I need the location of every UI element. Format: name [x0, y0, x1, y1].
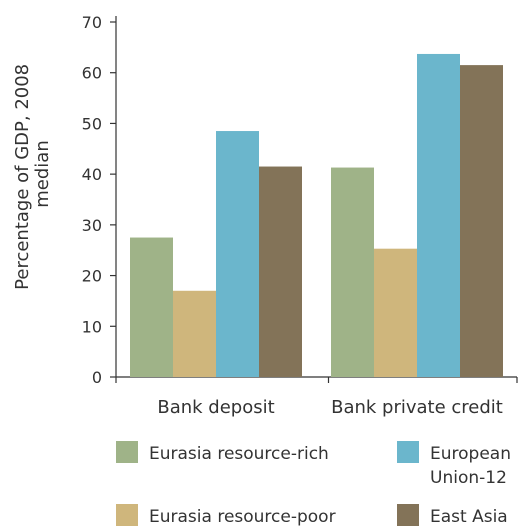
y-tick-label: 30: [82, 216, 102, 235]
legend-label: Eurasia resource-rich: [149, 444, 329, 464]
legend: Eurasia resource-rich Eurasia resource-po…: [116, 441, 511, 527]
bar-european-union-12-bank-deposit: [216, 131, 259, 377]
bar-european-union-12-bank-private-credit: [417, 53, 460, 377]
legend-swatch: [397, 504, 419, 526]
category-label: Bank private credit: [331, 397, 503, 418]
legend-label-line: European: [430, 444, 511, 464]
legend-swatch: [397, 441, 419, 463]
category-labels: Bank deposit Bank private credit: [157, 397, 503, 418]
bars: [130, 53, 503, 377]
legend-swatch: [116, 441, 138, 463]
y-tick-label: 0: [92, 368, 102, 387]
bar-eurasia-resource-rich-bank-deposit: [130, 237, 173, 377]
legend-label: European Union-12: [430, 444, 511, 488]
y-axis-title: Percentage of GDP, 2008 median: [12, 58, 53, 290]
legend-label: East Asia: [430, 507, 508, 527]
y-tick-label: 10: [82, 317, 102, 336]
bar-eurasia-resource-poor-bank-deposit: [173, 290, 216, 377]
bar-east-asia-bank-private-credit: [460, 65, 503, 377]
legend-label: Eurasia resource-poor: [149, 507, 336, 527]
y-tick-label: 50: [82, 114, 102, 133]
bar-eurasia-resource-rich-bank-private-credit: [331, 167, 374, 377]
y-tick-label: 70: [82, 13, 102, 32]
y-axis-title-line-1: Percentage of GDP, 2008: [12, 64, 33, 290]
y-tick-label: 20: [82, 267, 102, 286]
legend-swatch: [116, 504, 138, 526]
y-tick-label: 60: [82, 64, 102, 83]
category-label: Bank deposit: [157, 397, 274, 418]
bar-eurasia-resource-poor-bank-private-credit: [374, 248, 417, 377]
legend-label-line: Union-12: [430, 468, 507, 488]
y-tick-label: 40: [82, 165, 102, 184]
y-axis-title-line-2: median: [32, 140, 53, 207]
y-ticks: 0 10 20 30 40 50 60 70: [82, 13, 518, 387]
bar-east-asia-bank-deposit: [259, 166, 302, 377]
